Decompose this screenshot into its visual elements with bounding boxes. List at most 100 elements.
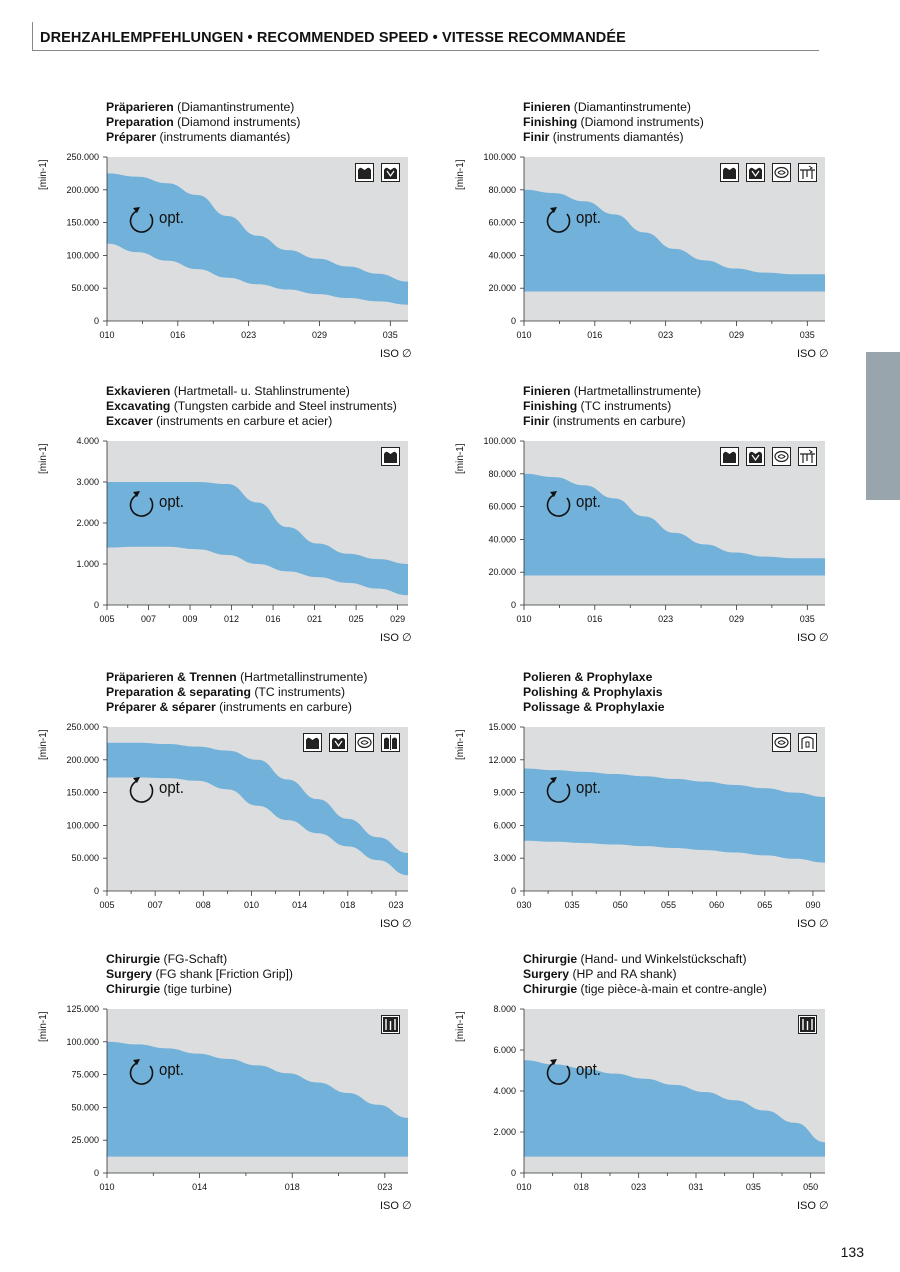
x-axis-label: ISO ∅ — [380, 1200, 412, 1212]
y-tick-label: 0 — [94, 886, 99, 896]
x-tick-label: 018 — [574, 1182, 589, 1192]
title-rest: (instruments en carbure) — [549, 414, 686, 428]
x-tick-label: 023 — [388, 900, 403, 910]
title-rest: (TC instruments) — [250, 685, 346, 699]
band-label: opt. — [159, 778, 184, 797]
y-tick-label: 0 — [511, 886, 516, 896]
crown-prep-icon — [303, 733, 322, 752]
title-rest: (Hartmetallinstrumente) — [236, 670, 368, 684]
chart-svg: 0 25.000 50.000 75.000 100.000 125.000 010 014 0… — [66, 1004, 408, 1192]
x-tick-label: 018 — [340, 900, 355, 910]
title-rest: (Hartmetall- u. Stahlinstrumente) — [170, 384, 350, 398]
speed-band — [524, 473, 825, 576]
band-label: opt. — [576, 492, 601, 511]
y-tick-label: 3.000 — [493, 853, 516, 863]
x-tick-label: 025 — [349, 614, 364, 624]
separating-icon — [381, 733, 400, 752]
title-bold: Präparieren & Trennen — [106, 670, 237, 684]
section-tab — [866, 352, 900, 500]
x-tick-label: 035 — [800, 330, 815, 340]
title-bold: Excavating — [106, 399, 171, 413]
x-tick-label: 055 — [661, 900, 676, 910]
title-bold: Chirurgie — [523, 952, 578, 966]
x-axis-label: ISO ∅ — [380, 632, 412, 644]
y-tick-label: 1.000 — [76, 559, 99, 569]
x-tick-label: 016 — [587, 614, 602, 624]
polish-icon — [355, 733, 374, 752]
band-label: opt. — [576, 778, 601, 797]
y-tick-label: 40.000 — [488, 534, 516, 544]
chart-svg: 0 2.000 4.000 6.000 8.000 010 018 023 031 035 050 — [493, 1004, 825, 1192]
x-tick-label: 029 — [729, 614, 744, 624]
title-bold: Polissage & Prophylaxie — [523, 700, 665, 714]
x-axis-label: ISO ∅ — [380, 348, 412, 360]
y-tick-label: 25.000 — [71, 1135, 99, 1145]
x-tick-label: 010 — [516, 1182, 531, 1192]
y-tick-label: 200.000 — [66, 755, 99, 765]
x-tick-label: 010 — [516, 330, 531, 340]
x-tick-label: 035 — [800, 614, 815, 624]
y-tick-label: 0 — [511, 316, 516, 326]
x-tick-label: 050 — [803, 1182, 818, 1192]
x-axis-label: ISO ∅ — [380, 918, 412, 930]
chart-4: Finieren (Hartmetallinstrumente) Finishin… — [447, 384, 847, 654]
title-bold: Préparer — [106, 130, 157, 144]
rotation-arrow-icon — [546, 777, 571, 803]
y-tick-label: 0 — [94, 600, 99, 610]
title-rest: (Diamond instruments) — [173, 115, 301, 129]
polish-icon — [772, 447, 791, 466]
y-tick-label: 12.000 — [488, 755, 516, 765]
y-tick-label: 60.000 — [488, 218, 516, 228]
x-tick-label: 029 — [729, 330, 744, 340]
x-axis-label: ISO ∅ — [797, 918, 829, 930]
chart-title-line: Surgery (HP and RA shank) — [523, 967, 677, 982]
y-tick-label: 60.000 — [488, 502, 516, 512]
title-rest: (Hand- und Winkelstückschaft) — [577, 952, 747, 966]
chart-title-line: Präparieren & Trennen (Hartmetallinstrum… — [106, 670, 367, 685]
y-tick-label: 100.000 — [483, 152, 516, 162]
y-tick-label: 100.000 — [66, 820, 99, 830]
polish-icon — [772, 163, 791, 182]
title-rest: (tige pièce-à-main et contre-angle) — [577, 982, 767, 996]
chart-title-line: Préparer & séparer (instruments en carbu… — [106, 700, 352, 715]
speed-band — [107, 173, 408, 305]
y-tick-label: 100.000 — [66, 250, 99, 260]
x-tick-label: 029 — [312, 330, 327, 340]
y-tick-label: 0 — [94, 1168, 99, 1178]
y-tick-label: 75.000 — [71, 1070, 99, 1080]
chart-title-line: Preparation (Diamond instruments) — [106, 115, 300, 130]
title-bold: Finir — [523, 414, 550, 428]
chart-2: Finieren (Diamantinstrumente) Finishing (… — [447, 100, 847, 370]
x-tick-label: 005 — [99, 900, 114, 910]
surgery-icon — [381, 1015, 400, 1034]
x-tick-label: 023 — [658, 330, 673, 340]
title-bold: Surgery — [106, 967, 153, 981]
x-tick-label: 035 — [565, 900, 580, 910]
title-rest: (TC instruments) — [577, 399, 672, 413]
title-rest: (HP and RA shank) — [569, 967, 677, 981]
y-tick-label: 80.000 — [488, 185, 516, 195]
crown-prep-icon — [381, 447, 400, 466]
y-tick-label: 3.000 — [76, 477, 99, 487]
y-tick-label: 150.000 — [66, 218, 99, 228]
y-tick-label: 80.000 — [488, 469, 516, 479]
chart-3: Exkavieren (Hartmetall- u. Stahlinstrume… — [30, 384, 430, 654]
speed-band — [107, 482, 408, 596]
speed-band — [107, 742, 408, 876]
prophylaxis-icon — [798, 733, 817, 752]
title-bold: Surgery — [523, 967, 570, 981]
x-tick-label: 065 — [757, 900, 772, 910]
rotation-arrow-icon — [129, 777, 154, 803]
y-tick-label: 150.000 — [66, 788, 99, 798]
title-rest: (Diamantinstrumente) — [173, 100, 295, 114]
y-tick-label: 9.000 — [493, 788, 516, 798]
y-tick-label: 4.000 — [76, 436, 99, 446]
x-tick-label: 005 — [99, 614, 114, 624]
crown-prep-icon — [720, 163, 739, 182]
x-tick-label: 009 — [183, 614, 198, 624]
title-bold: Chirurgie — [106, 952, 161, 966]
chart-title-line: Finishing (TC instruments) — [523, 399, 671, 414]
title-rest: (FG-Schaft) — [160, 952, 228, 966]
chart-title-line: Polissage & Prophylaxie — [523, 700, 665, 715]
y-tick-label: 100.000 — [66, 1037, 99, 1047]
